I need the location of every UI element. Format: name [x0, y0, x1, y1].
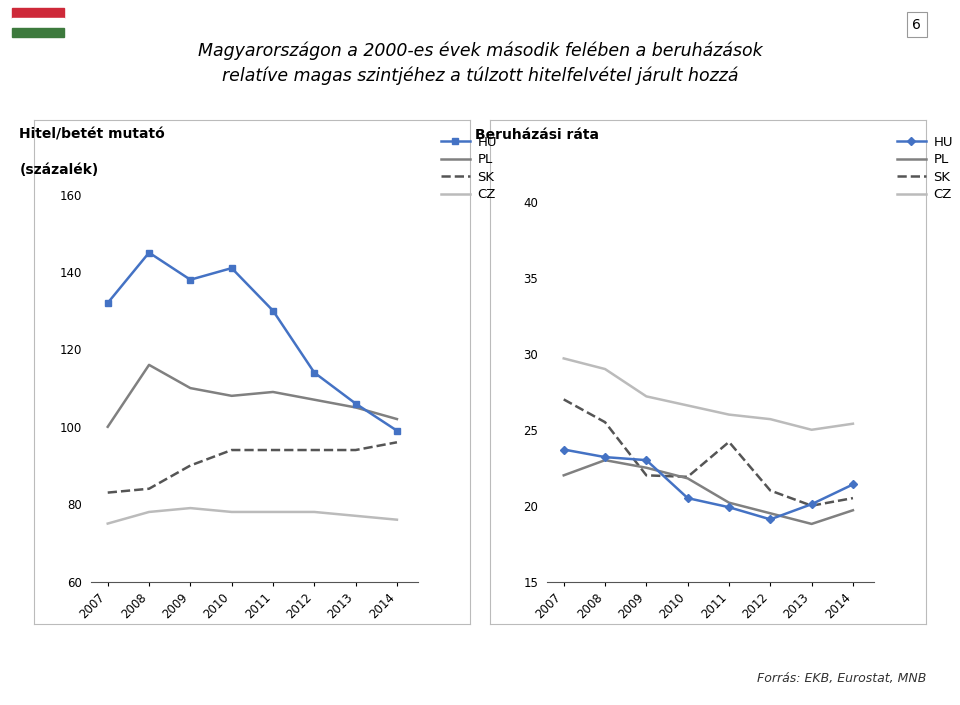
- Text: Magyarországon a 2000-es évek második felében a beruházások: Magyarországon a 2000-es évek második fe…: [198, 42, 762, 60]
- Text: Forrás: EKB, Eurostat, MNB: Forrás: EKB, Eurostat, MNB: [757, 672, 926, 685]
- Legend: HU, PL, SK, CZ: HU, PL, SK, CZ: [892, 130, 958, 207]
- Bar: [12, 27, 64, 37]
- Text: Hitel/betét mutató és beruházási ráta: Hitel/betét mutató és beruházási ráta: [328, 89, 632, 104]
- Bar: [12, 18, 64, 27]
- Legend: HU, PL, SK, CZ: HU, PL, SK, CZ: [436, 130, 502, 207]
- Text: (százalék): (százalék): [19, 163, 99, 177]
- Text: relatíve magas szintjéhez a túlzott hitelfelvétel járult hozzá: relatíve magas szintjéhez a túlzott hite…: [222, 66, 738, 85]
- Text: Beruházási ráta: Beruházási ráta: [475, 128, 599, 142]
- Text: Hitel/betét mutató: Hitel/betét mutató: [19, 128, 165, 142]
- Bar: [12, 8, 64, 18]
- Text: 6: 6: [912, 18, 922, 32]
